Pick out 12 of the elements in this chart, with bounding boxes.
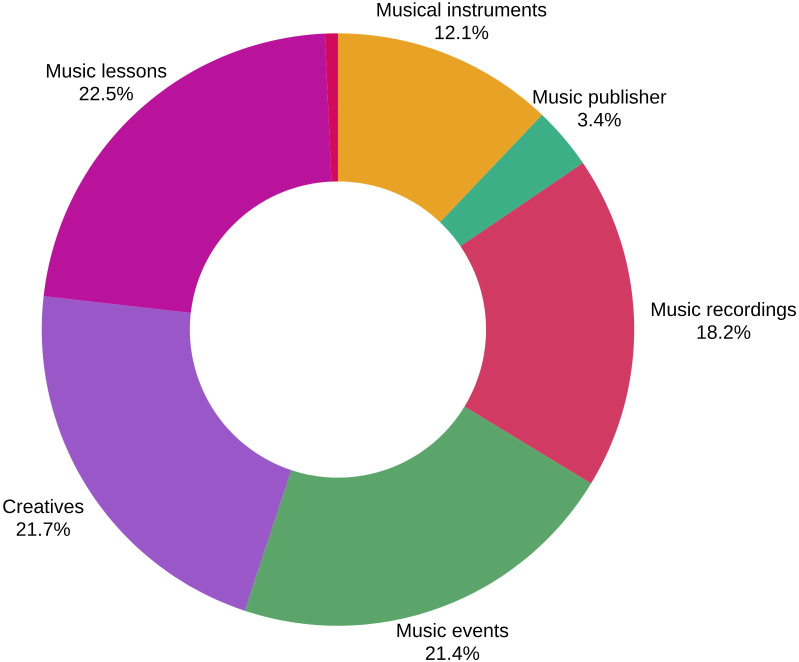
data-label: 12.1% xyxy=(435,25,488,40)
slice-label: Music events xyxy=(397,622,508,638)
data-label: 21.4% xyxy=(426,646,480,660)
data-label: 3.4% xyxy=(578,112,621,126)
slice-label: Music recordings xyxy=(652,302,796,320)
slice-label: Musical instruments xyxy=(377,2,546,16)
data-label: 22.5% xyxy=(80,86,133,100)
data-label: 21.7% xyxy=(16,522,70,536)
slice-label: Creatives xyxy=(3,498,84,514)
slice-label: Music lessons xyxy=(46,63,166,78)
slice-label: Music publisher xyxy=(534,89,666,108)
data-label: 18.2% xyxy=(698,325,750,339)
